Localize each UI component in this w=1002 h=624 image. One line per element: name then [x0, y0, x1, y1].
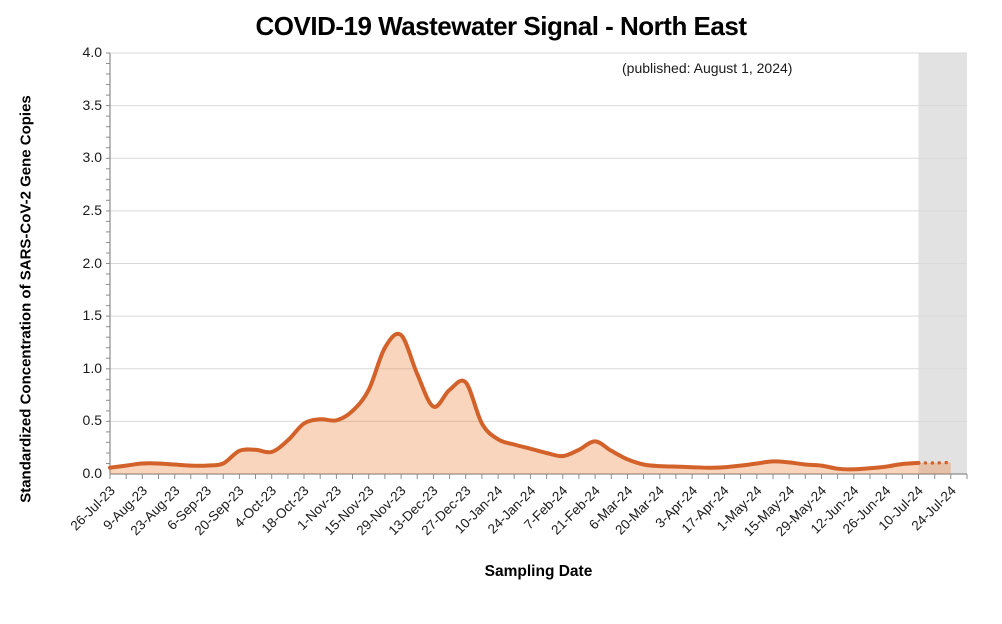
y-tick-label: 4.0 [82, 44, 102, 60]
y-tick-label: 0.5 [82, 412, 102, 429]
signal-line [108, 331, 921, 472]
y-tick-label: 3.5 [82, 96, 102, 113]
y-tick-label: 2.0 [82, 254, 102, 271]
chart-title: COVID-19 Wastewater Signal - North East [255, 11, 747, 41]
published-date-note: (published: August 1, 2024) [622, 60, 793, 76]
provisional-dotted-line [916, 460, 953, 465]
y-tick-label: 3.0 [82, 149, 102, 166]
area-fill [110, 333, 951, 474]
y-tick-label: 0.0 [82, 465, 102, 481]
y-tick-label: 2.5 [82, 201, 102, 218]
y-tick-label: 1.5 [82, 307, 102, 324]
y-tick-label: 1.0 [82, 359, 102, 376]
x-axis-title: Sampling Date [484, 563, 593, 580]
